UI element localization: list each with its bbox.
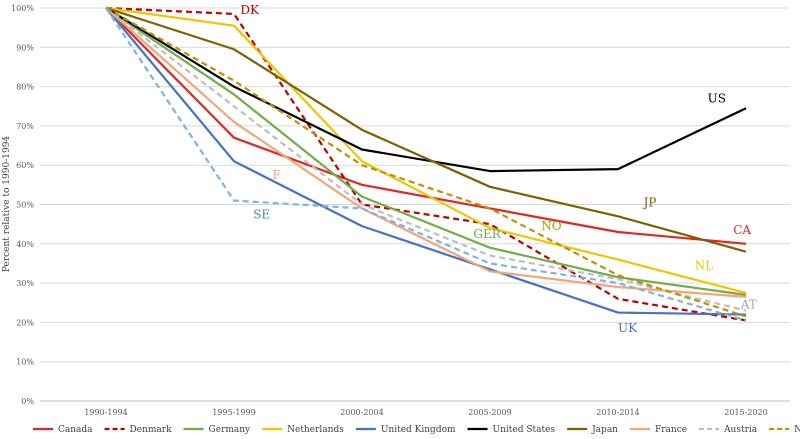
legend-item-united-kingdom: United Kingdom bbox=[355, 425, 456, 435]
y-tick-label: 100% bbox=[11, 4, 34, 13]
series-line-canada bbox=[105, 7, 747, 245]
legend-label: Denmark bbox=[130, 425, 173, 435]
y-tick-label: 50% bbox=[16, 201, 34, 210]
gridlines bbox=[40, 7, 790, 402]
y-tick-label: 10% bbox=[16, 358, 34, 367]
series-line-japan bbox=[105, 6, 747, 253]
legend-label: Japan bbox=[591, 425, 618, 435]
y-tick-label: 0% bbox=[21, 397, 34, 406]
annotation-jp: JP bbox=[642, 195, 657, 209]
legend: Canada Denmark Germany Netherlands United Ki… bbox=[33, 425, 800, 435]
series-lines bbox=[105, 6, 747, 322]
series-annotations: DK US F SE JP NO GER CA NL AT UK bbox=[240, 3, 756, 335]
legend-label: France bbox=[655, 425, 687, 435]
annotation-ca: CA bbox=[733, 223, 751, 237]
annotation-no: NO bbox=[541, 219, 562, 233]
series-line-netherlands bbox=[105, 6, 747, 294]
legend-label: Norway bbox=[794, 425, 800, 435]
y-tick-label: 80% bbox=[16, 83, 34, 92]
legend-item-austria: Austria bbox=[699, 425, 758, 435]
x-tick-label: 2010-2014 bbox=[596, 408, 639, 417]
annotation-f: F bbox=[272, 168, 280, 182]
legend-item-norway: Norway bbox=[769, 425, 800, 435]
annotation-se: SE bbox=[253, 207, 270, 221]
legend-label: Canada bbox=[58, 425, 93, 435]
y-tick-label: 90% bbox=[16, 43, 34, 52]
annotation-dk: DK bbox=[240, 3, 260, 17]
x-tick-label: 2000-2004 bbox=[340, 408, 383, 417]
series-line-norway bbox=[105, 7, 747, 318]
y-tick-label: 40% bbox=[16, 240, 34, 249]
annotation-uk: UK bbox=[618, 321, 638, 335]
series-line-sweden bbox=[105, 7, 747, 322]
x-axis-ticks: 1990-1994 1995-1999 2000-2004 2005-2009 2010… bbox=[84, 408, 767, 417]
legend-label: Netherlands bbox=[287, 425, 344, 435]
legend-item-canada: Canada bbox=[33, 425, 93, 435]
annotation-us: US bbox=[708, 91, 726, 105]
legend-label: Germany bbox=[209, 425, 252, 435]
x-tick-label: 2005-2009 bbox=[468, 408, 511, 417]
annotation-at: AT bbox=[740, 298, 757, 312]
x-tick-label: 1990-1994 bbox=[84, 408, 127, 417]
x-tick-label: 1995-1999 bbox=[212, 408, 255, 417]
y-tick-label: 70% bbox=[16, 122, 34, 131]
legend-label: United Kingdom bbox=[381, 425, 456, 435]
series-line-austria bbox=[105, 7, 747, 312]
y-tick-label: 30% bbox=[16, 279, 34, 288]
y-tick-label: 60% bbox=[16, 161, 34, 170]
legend-item-netherlands: Netherlands bbox=[262, 425, 344, 435]
series-line-germany bbox=[105, 7, 747, 296]
series-line-denmark bbox=[105, 6, 747, 322]
series-line-united-states bbox=[105, 7, 747, 173]
legend-label: United States bbox=[493, 425, 556, 435]
legend-item-japan: Japan bbox=[567, 425, 618, 435]
annotation-ger: GER bbox=[473, 227, 501, 241]
x-tick-label: 2015-2020 bbox=[724, 408, 767, 417]
series-line-united-kingdom bbox=[105, 7, 747, 316]
legend-item-france: France bbox=[629, 425, 687, 435]
annotation-nl: NL bbox=[695, 258, 714, 272]
legend-label: Austria bbox=[723, 425, 758, 435]
legend-item-denmark: Denmark bbox=[104, 425, 173, 435]
y-axis-ticks: 0% 10% 20% 30% 40% 50% 60% 70% 80% 90% 100% bbox=[11, 4, 34, 406]
y-axis-label: Percent relative to 1990-1994 bbox=[2, 136, 12, 273]
legend-item-united-states: United States bbox=[467, 425, 556, 435]
legend-item-germany: Germany bbox=[183, 425, 252, 435]
y-tick-label: 20% bbox=[16, 318, 34, 327]
